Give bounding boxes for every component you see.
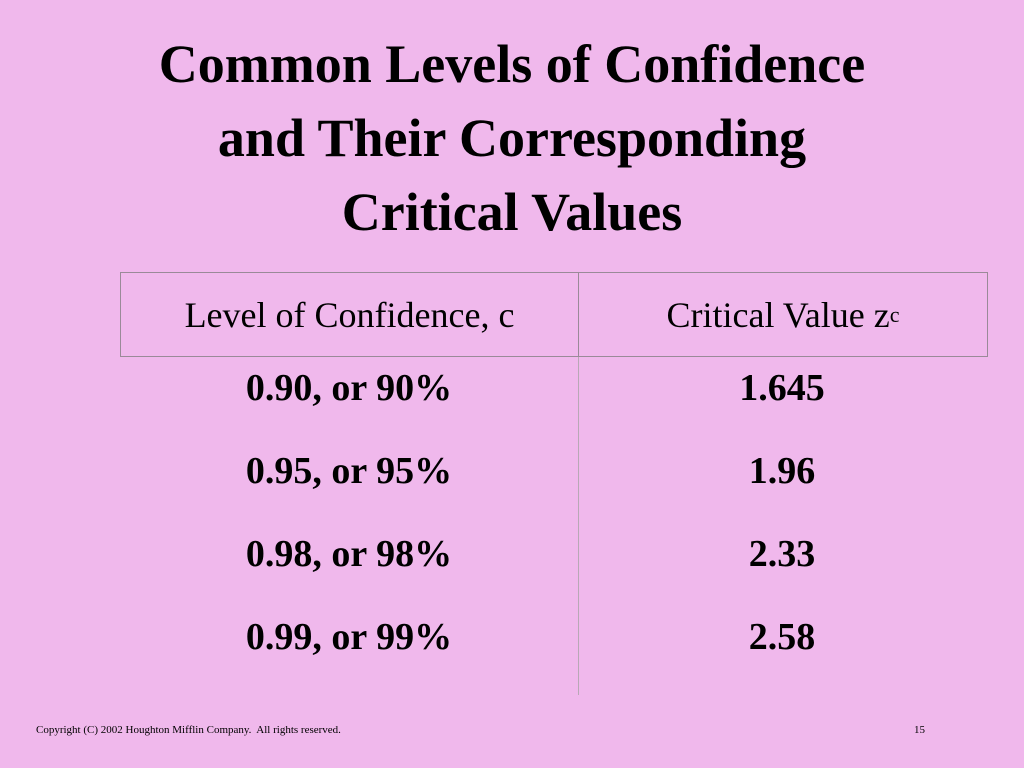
table-cell: 2.58 xyxy=(748,616,816,658)
header-text: Critical Value z xyxy=(666,294,890,335)
header-text: Level of Confidence, c xyxy=(184,294,515,335)
table-cell: 0.90, or 90% xyxy=(245,367,453,409)
table-cell: 2.33 xyxy=(748,533,816,575)
table-cell: 0.95, or 95% xyxy=(245,450,453,492)
title-line: and Their Corresponding xyxy=(217,108,807,168)
table-cell: 1.96 xyxy=(748,450,816,492)
table-cell: 0.98, or 98% xyxy=(245,533,453,575)
title-line: Critical Values xyxy=(341,182,683,242)
table-cell: 1.645 xyxy=(739,367,825,409)
header-subscript: c xyxy=(889,301,900,327)
page-number: 15 xyxy=(914,724,925,736)
table-cell: 0.99, or 99% xyxy=(245,616,453,658)
column-divider xyxy=(578,357,579,695)
header-cell: Level of Confidence, c xyxy=(120,272,579,357)
title-line: Common Levels of Confidence xyxy=(158,34,866,94)
copyright: Copyright (C) 2002 Houghton Mifflin Comp… xyxy=(36,724,341,736)
